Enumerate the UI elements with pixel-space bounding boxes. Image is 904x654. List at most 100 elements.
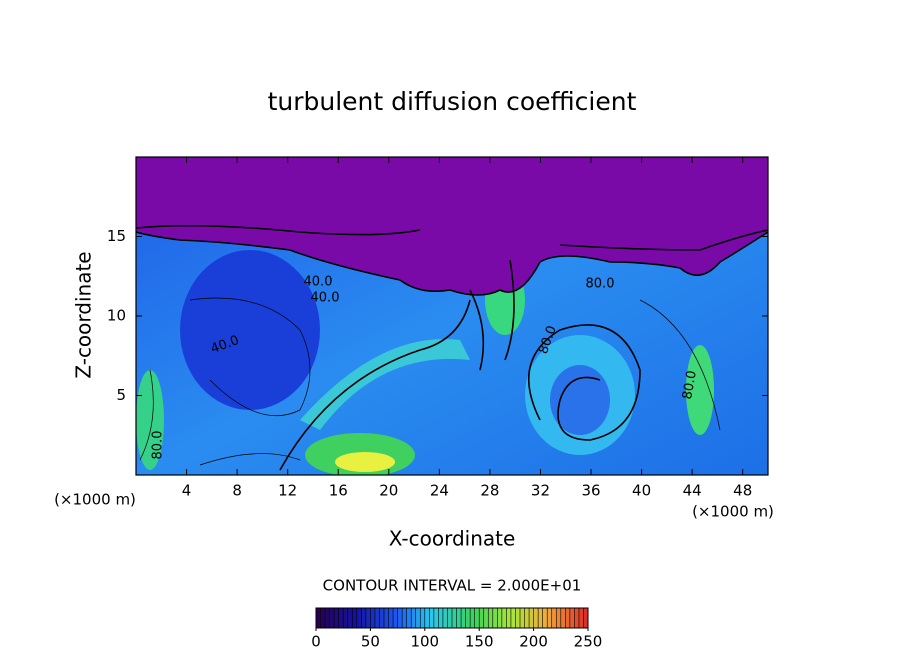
y-tick-label: 15 — [107, 227, 126, 245]
colorbar-cell — [320, 608, 326, 628]
colorbar-cell — [465, 608, 471, 628]
colorbar-frame — [315, 607, 589, 629]
colorbar-tick-label: 0 — [311, 633, 321, 651]
colorbar-cell — [492, 608, 498, 628]
colorbar-cell — [479, 608, 485, 628]
colorbar-cell — [338, 608, 344, 628]
contour-line — [139, 299, 721, 466]
colorbar-cell — [529, 608, 534, 628]
colorbar-cell — [506, 608, 512, 628]
colorbar-cell — [325, 608, 330, 628]
contour-line — [136, 231, 768, 296]
colorbar-cell — [393, 608, 398, 628]
contour-field — [136, 157, 768, 475]
colorbar-cell — [384, 608, 389, 628]
contour-line — [527, 324, 641, 441]
contour-label: 80.0 — [151, 431, 166, 460]
colorbar-tick-label: 200 — [519, 633, 548, 651]
colorbar-cell — [352, 608, 358, 628]
colorbar-tick-label: 100 — [410, 633, 439, 651]
x-tick-label: 28 — [480, 482, 499, 500]
colorbar-cell — [370, 608, 376, 628]
colorbar-cell — [488, 608, 494, 628]
contour-line — [279, 299, 471, 471]
colorbar-cell — [334, 608, 339, 628]
x-tick-label: 32 — [531, 482, 550, 500]
colorbar-cell — [442, 608, 448, 628]
colorbar-tick-label: 250 — [574, 633, 603, 651]
colorbar-cell — [374, 608, 380, 628]
colorbar-cell — [388, 608, 394, 628]
y-tick-label: 10 — [107, 307, 126, 325]
contour-line — [136, 224, 768, 251]
colorbar-cell — [560, 608, 566, 628]
colorbar-cell — [578, 608, 584, 628]
colorbar-cell — [433, 608, 439, 628]
colorbar-cell — [343, 608, 349, 628]
colorbar-cell — [538, 608, 543, 628]
contour-label: 80.0 — [680, 369, 700, 400]
colorbar-cell — [501, 608, 507, 628]
colorbar-cell — [515, 608, 521, 628]
contour-line — [469, 259, 515, 371]
y-unit-label: (×1000 m) — [54, 491, 136, 509]
colorbar-cell — [533, 608, 539, 628]
field-region — [136, 370, 164, 470]
colorbar-cell — [569, 608, 575, 628]
colorbar-cell — [524, 608, 530, 628]
colorbar-cell — [415, 608, 421, 628]
x-tick-label: 16 — [329, 482, 348, 500]
colorbar-cell — [461, 608, 466, 628]
colorbar-cell — [474, 608, 480, 628]
x-tick-label: 12 — [278, 482, 297, 500]
colorbar-tick-label: 150 — [465, 633, 494, 651]
colorbar-cell — [556, 608, 562, 628]
field-region — [550, 365, 610, 435]
colorbar-cell — [470, 608, 475, 628]
colorbar-cell — [397, 608, 403, 628]
colorbar-cell — [347, 608, 353, 628]
colorbar-cell — [510, 608, 516, 628]
colorbar-cell — [329, 608, 335, 628]
colorbar-cell — [452, 608, 457, 628]
colorbar-cell — [520, 608, 525, 628]
colorbar-cell — [424, 608, 430, 628]
field-region — [136, 157, 768, 295]
contour-label: 40.0 — [311, 291, 340, 306]
colorbar-cell — [565, 608, 571, 628]
colorbar-cell — [583, 608, 589, 628]
x-tick-label: 48 — [733, 482, 752, 500]
contour-label: 80.0 — [586, 277, 615, 292]
colorbar-cell — [542, 608, 548, 628]
colorbar-cell — [483, 608, 489, 628]
x-tick-label: 20 — [379, 482, 398, 500]
colorbar-cell — [438, 608, 444, 628]
field-region — [300, 339, 470, 430]
x-tick-label: 8 — [232, 482, 242, 500]
contour-line — [189, 297, 311, 417]
x-tick-label: 4 — [182, 482, 192, 500]
y-axis-label: Z-coordinate — [72, 251, 96, 378]
colorbar-cell — [547, 608, 553, 628]
colorbar-cell — [420, 608, 426, 628]
x-tick-label: 24 — [430, 482, 449, 500]
colorbar-cell — [361, 608, 367, 628]
chart-title: turbulent diffusion coefficient — [268, 87, 637, 116]
colorbar-cell — [456, 608, 462, 628]
colorbar-cell — [447, 608, 453, 628]
field-region — [335, 452, 395, 472]
contour-interval: CONTOUR INTERVAL = 2.000E+01 — [323, 577, 582, 595]
colorbar-cell — [402, 608, 407, 628]
colorbar-cell — [365, 608, 371, 628]
field-region — [686, 345, 714, 435]
x-unit-label: (×1000 m) — [692, 503, 774, 521]
colorbar-cell — [406, 608, 412, 628]
colorbar-tick-label: 50 — [361, 633, 380, 651]
x-axis-label: X-coordinate — [389, 527, 516, 551]
colorbar-cell — [429, 608, 435, 628]
field-region — [180, 250, 320, 410]
colorbar-cell — [356, 608, 362, 628]
colorbar-cell — [411, 608, 417, 628]
